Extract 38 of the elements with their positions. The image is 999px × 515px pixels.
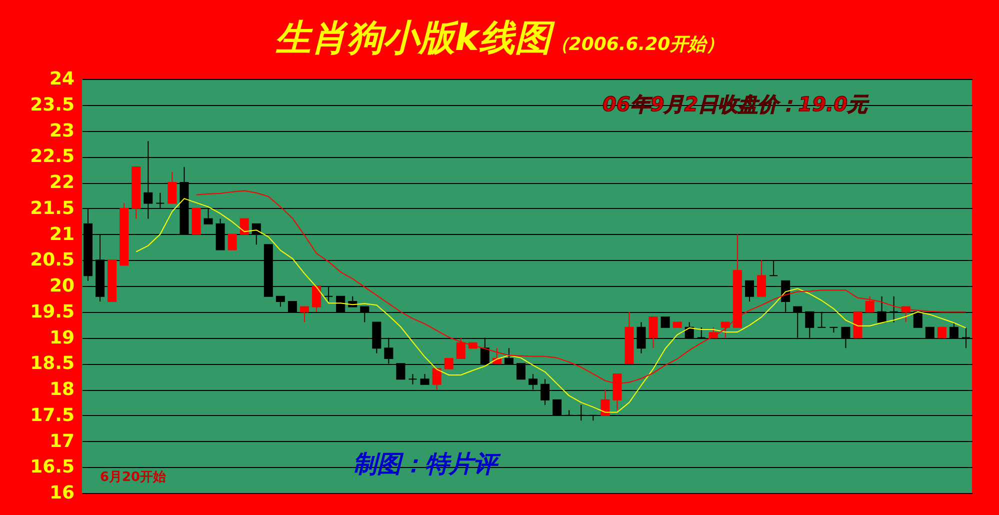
candlestick (901, 306, 910, 323)
candlestick (865, 296, 874, 312)
chart-subtitle: （2006.6.20开始） (550, 34, 724, 55)
y-tick-label: 23 (49, 120, 74, 142)
candlestick (300, 306, 309, 323)
y-tick-label: 20 (49, 276, 74, 296)
y-tick-label: 17.5 (30, 404, 74, 426)
y-tick-label: 23.5 (30, 94, 74, 116)
y-tick-label: 24 (49, 68, 74, 90)
y-tick-label: 18 (49, 379, 74, 400)
y-tick-label: 22 (49, 172, 74, 193)
candlestick (937, 326, 946, 338)
y-tick-label: 21 (49, 224, 74, 245)
y-tick-label: 19.5 (30, 301, 74, 322)
y-tick-label: 18.5 (30, 353, 74, 374)
candlestick (600, 389, 610, 416)
y-tick-label: 20.5 (30, 250, 74, 271)
candlestick (240, 218, 249, 235)
candlestick (312, 286, 322, 312)
candlestick (228, 234, 237, 250)
candlestick (276, 296, 285, 308)
y-tick-label: 16.5 (30, 456, 74, 478)
candlestick (648, 316, 658, 349)
candlestick (168, 172, 177, 204)
y-tick-label: 19 (49, 327, 74, 348)
candlestick (720, 322, 730, 338)
candlestick (757, 260, 766, 297)
y-tick-label: 17 (49, 430, 74, 452)
y-tick-label: 16 (49, 482, 74, 504)
annotation: 6月20开始 (100, 470, 168, 485)
candlestick (444, 358, 454, 370)
candlestick (432, 368, 442, 390)
candlestick (660, 316, 670, 328)
y-tick-label: 21.5 (30, 198, 74, 219)
candlestick (408, 373, 418, 385)
y-tick-label: 22.5 (30, 146, 74, 168)
candlestick (456, 337, 466, 359)
candlestick (420, 373, 430, 385)
